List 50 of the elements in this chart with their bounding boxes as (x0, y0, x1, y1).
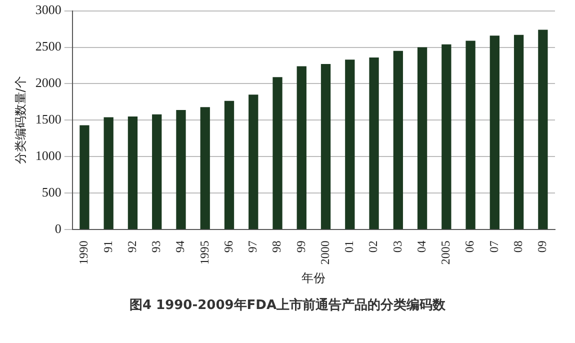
y-tick-label: 3000 (35, 2, 62, 18)
x-tick-label: 2000 (318, 240, 332, 265)
y-tick-label: 0 (54, 221, 62, 236)
bar (320, 64, 331, 230)
bar (514, 34, 524, 230)
x-tick-label: 98 (270, 240, 284, 253)
bar (345, 60, 355, 230)
bar (104, 117, 114, 230)
x-tick-label: 1995 (197, 240, 212, 265)
bar (224, 100, 234, 230)
y-tick-label: 500 (42, 184, 62, 200)
y-tick-label: 2500 (35, 38, 62, 54)
x-tick-label: 93 (149, 240, 164, 253)
x-tick-label: 91 (100, 240, 115, 253)
x-tick-label: 06 (462, 240, 477, 253)
bar (200, 107, 210, 230)
bar (296, 66, 306, 230)
bar (176, 110, 186, 230)
x-tick-label: 97 (246, 240, 260, 253)
bar (442, 44, 452, 230)
bar (369, 57, 379, 230)
x-tick-label: 08 (510, 240, 525, 253)
y-tick-label: 1500 (35, 112, 62, 127)
bar (80, 125, 90, 230)
x-tick-label: 99 (294, 240, 308, 253)
x-tick-label: 09 (535, 240, 550, 253)
y-axis-title: 分类编码数量/个 (13, 76, 28, 164)
x-tick-label: 96 (221, 240, 236, 253)
y-tick-label: 1000 (35, 148, 62, 164)
bar (393, 50, 403, 230)
bar (538, 30, 548, 230)
bar (490, 36, 500, 230)
x-tick-label: 1990 (76, 240, 91, 265)
bar (272, 77, 282, 230)
bar (152, 114, 162, 230)
bar (248, 94, 258, 230)
bar (466, 40, 476, 230)
x-tick-label: 94 (173, 240, 188, 253)
text: 图4 1990-2009年FDA上市前通告产品的分类编码数 (128, 296, 447, 314)
x-tick-label: 01 (342, 240, 356, 253)
x-tick-label: 92 (124, 240, 139, 253)
x-tick-label: 02 (366, 240, 380, 253)
x-axis-title: 年份 (302, 270, 326, 285)
bar (417, 47, 428, 230)
x-tick-label: 03 (390, 240, 404, 253)
x-tick-label: 04 (414, 240, 428, 253)
x-tick-label: 2005 (438, 240, 453, 265)
x-tick-label: 07 (486, 240, 501, 253)
y-tick-label: 2000 (35, 75, 62, 90)
bar (128, 116, 138, 230)
